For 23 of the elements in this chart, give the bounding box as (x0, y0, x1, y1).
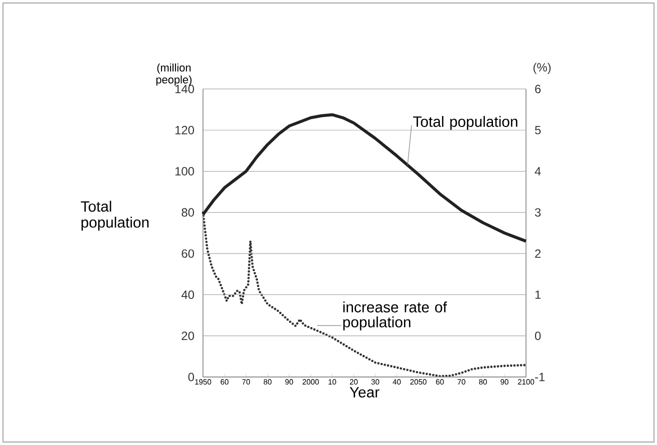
y2-tick-label: 5 (535, 126, 541, 134)
y2-tick-label: 6 (535, 84, 541, 94)
y2-tick-label: 2 (535, 249, 541, 258)
annotation: increase rate of population (343, 301, 447, 330)
y2-tick-label: 3 (534, 208, 541, 217)
y-tick-label: 140 (175, 84, 194, 94)
y-tick-label: 80 (182, 208, 194, 217)
x-axis-title: Year (350, 387, 380, 398)
y-tick-label: 0 (188, 372, 194, 382)
y-tick-label: 120 (175, 126, 194, 134)
annotation: Total population (413, 116, 518, 130)
y2-tick-label: 1 (535, 290, 541, 299)
line-series (202, 113, 528, 243)
y-tick-label: 100 (175, 167, 194, 176)
y2-tick-label: -1 (535, 372, 545, 382)
y-axis-title: Total population (80, 200, 149, 231)
y2-tick-label: 0 (535, 332, 541, 340)
y-tick-label: 20 (182, 332, 194, 340)
y-tick-label: 60 (182, 249, 194, 258)
text: (million people) (156, 64, 192, 86)
y2-axis-title: (%) (533, 62, 551, 74)
y-tick-label: 40 (181, 290, 194, 299)
y2-tick-label: 4 (534, 167, 541, 176)
